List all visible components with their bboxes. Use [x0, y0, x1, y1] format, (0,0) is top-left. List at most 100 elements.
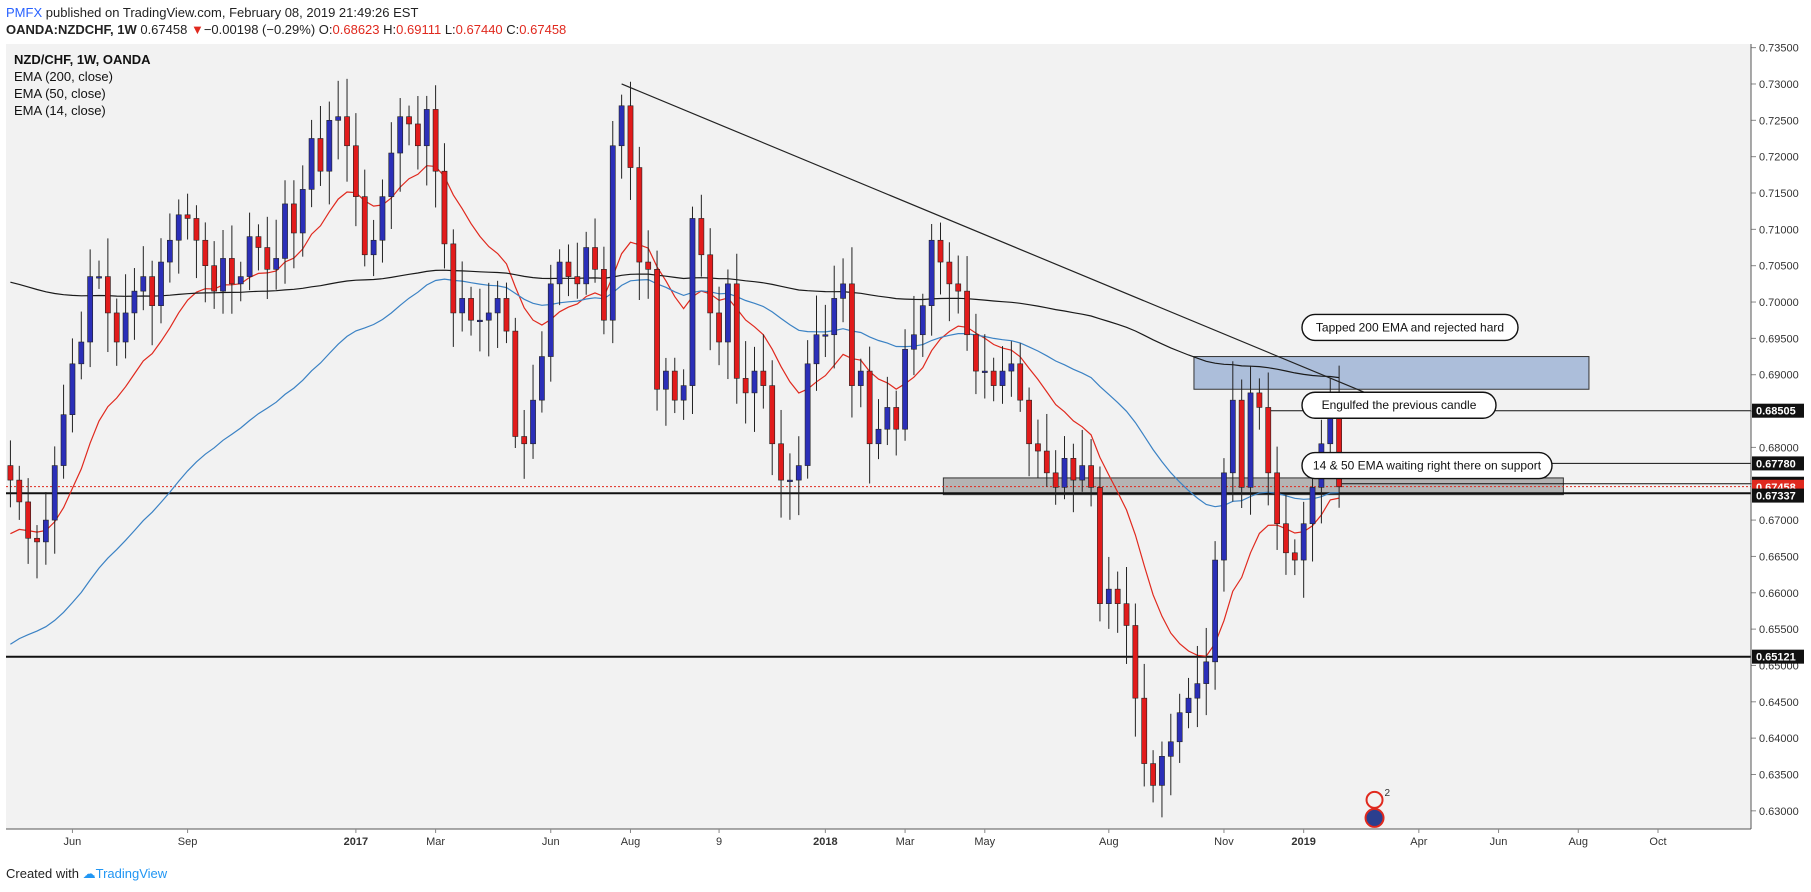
low-value: 0.67440	[455, 22, 503, 37]
candle-body	[423, 109, 430, 147]
y-tick-label: 0.63000	[1759, 806, 1799, 818]
x-tick-label: Sep	[178, 836, 198, 848]
candle-body	[1256, 392, 1263, 408]
candle-body	[955, 283, 962, 292]
candle-body	[87, 276, 94, 343]
high-value: 0.69111	[396, 22, 442, 37]
candle-body	[1283, 523, 1289, 554]
high-label: H:	[383, 22, 397, 37]
candle-body	[875, 428, 882, 445]
candle-body	[1150, 763, 1156, 786]
chart-header: PMFX published on TradingView.com, Febru…	[6, 4, 566, 38]
candle-body	[299, 189, 306, 234]
candle-body	[229, 258, 235, 285]
candle-body	[1238, 399, 1245, 488]
candle-body	[680, 385, 687, 401]
x-tick-label: Nov	[1214, 836, 1234, 848]
candle-body	[432, 109, 439, 172]
tradingview-brand[interactable]: TradingView	[95, 866, 168, 881]
candle-body	[326, 120, 333, 172]
candle-body	[494, 298, 501, 314]
y-tick-label: 0.72000	[1759, 152, 1799, 164]
candle-body	[1203, 661, 1210, 684]
y-tick-label: 0.71500	[1759, 188, 1799, 200]
drawings: Tapped 200 EMA and rejected hard Engulfed…	[621, 83, 1553, 828]
candle-body	[370, 239, 377, 256]
candle-body	[485, 312, 492, 321]
candle-body	[760, 370, 767, 386]
candle-body	[840, 283, 846, 299]
candle-body	[1061, 458, 1068, 488]
candle-body	[804, 363, 811, 466]
candle-body	[1097, 487, 1103, 604]
candle-body	[822, 334, 829, 337]
candle-body	[547, 283, 554, 357]
y-tick-label: 0.70000	[1759, 297, 1799, 309]
candle-body	[220, 258, 226, 292]
candle-body	[353, 145, 359, 197]
candle-body	[1176, 712, 1183, 743]
candle-body	[344, 116, 350, 147]
y-tick-label: 0.69000	[1759, 370, 1799, 382]
flag-icon[interactable]	[1364, 807, 1385, 828]
publisher-name[interactable]: PMFX	[6, 5, 43, 20]
y-tick-label: 0.64500	[1759, 697, 1799, 709]
candle-body	[459, 298, 466, 314]
candle-body	[1247, 392, 1254, 488]
time-axis[interactable]: Jun Sep 2017 Mar Jun Aug 9 2018 Mar May Aug Nov 2019…	[6, 828, 1751, 848]
candle-body	[556, 261, 563, 285]
candle-body	[477, 319, 483, 323]
legend-ema50: EMA (50, close)	[14, 86, 106, 101]
candle-body	[1079, 465, 1086, 481]
candle-body	[149, 276, 156, 306]
chart-legend: NZD/CHF, 1W, OANDA EMA (200, close) EMA …	[14, 52, 151, 118]
candle-body	[813, 334, 820, 365]
annotation-box[interactable]	[1301, 391, 1497, 419]
y-tick-label: 0.63500	[1759, 769, 1799, 781]
candle-body	[654, 269, 660, 390]
candle-body	[919, 305, 926, 336]
price-change: −0.00198 (−0.29%)	[203, 22, 316, 37]
y-tick-label: 0.72500	[1759, 115, 1799, 127]
publish-line: PMFX published on TradingView.com, Febru…	[6, 4, 566, 21]
legend-ema200: EMA (200, close)	[14, 69, 113, 84]
candle-body	[990, 370, 997, 386]
close-label: C:	[506, 22, 520, 37]
candle-body	[742, 378, 749, 394]
candle-body	[512, 330, 519, 437]
candle-body	[1274, 472, 1280, 525]
annotation-box[interactable]	[1301, 451, 1553, 480]
candle-body	[273, 258, 280, 270]
candle-body	[911, 334, 917, 350]
candle-body	[211, 265, 218, 292]
annotation-box[interactable]	[1301, 313, 1519, 342]
x-tick-label: 2018	[813, 836, 837, 848]
candle-body	[69, 363, 76, 415]
candle-body	[246, 236, 253, 277]
candle-body	[893, 407, 900, 430]
candle-body	[415, 123, 421, 147]
candle-body	[937, 239, 944, 263]
resistance-zone[interactable]	[1193, 356, 1590, 390]
chart-container[interactable]: Tapped 200 EMA and rejected hard Engulfed…	[6, 43, 1806, 864]
legend-ema14: EMA (14, close)	[14, 103, 106, 118]
candle-body	[1052, 472, 1059, 488]
price-axis[interactable]: 0.73500 0.73000 0.72500 0.72000 0.71500 0.710…	[1750, 43, 1804, 829]
symbol-line: OANDA:NZDCHF, 1W	[6, 22, 137, 37]
candle-body	[671, 370, 678, 401]
candle-body	[1026, 399, 1032, 445]
annotation-text: Engulfed the previous candle	[1322, 398, 1477, 412]
last-price: 0.67458	[140, 22, 188, 37]
candle-body	[113, 312, 120, 343]
candle-body	[202, 239, 209, 266]
price-chart[interactable]: Tapped 200 EMA and rejected hard Engulfed…	[6, 43, 1806, 859]
tradingview-logo-icon[interactable]: ☁	[82, 866, 96, 881]
candle-body	[530, 399, 536, 445]
candle-body	[1008, 363, 1015, 372]
candle-body	[1229, 399, 1236, 474]
trend-line[interactable]	[621, 83, 1384, 401]
candle-body	[1212, 559, 1218, 663]
candle-body	[928, 239, 935, 306]
candle-body	[7, 465, 14, 481]
open-label: O:	[318, 22, 333, 37]
